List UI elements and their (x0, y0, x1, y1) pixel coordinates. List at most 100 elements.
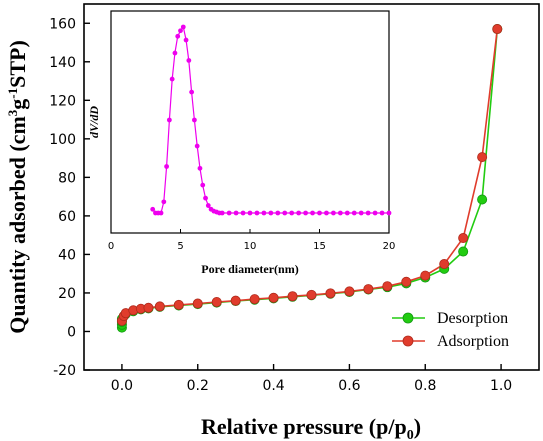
data-point-adsorption (268, 292, 279, 303)
inset-data-point (178, 28, 183, 34)
data-point-adsorption (143, 302, 154, 313)
main-x-tick-label: 0.2 (187, 378, 209, 394)
legend-marker-desorption (402, 312, 414, 324)
inset-data-point (331, 210, 336, 216)
inset-data-point (192, 117, 197, 123)
data-point-adsorption (306, 289, 317, 300)
inset-data-point (317, 210, 322, 216)
inset-series-group (150, 24, 392, 216)
inset-data-point (172, 50, 178, 56)
main-y-tick-label: 60 (58, 209, 76, 225)
main-y-tick-label: 100 (49, 132, 76, 148)
inset-x-tick-label: 5 (177, 241, 183, 252)
inset-data-point (203, 195, 208, 201)
inset-data-point (197, 165, 203, 171)
inset-x-axis-title: Pore diameter(nm) (201, 262, 298, 276)
main-x-ticks: 0.0 0.2 0.4 0.6 0.8 1.0 (111, 364, 512, 394)
main-y-tick-label: 140 (49, 55, 76, 71)
inset-data-point (175, 33, 181, 39)
inset-data-point (186, 58, 192, 63)
inset-x-tick-label: 10 (244, 241, 257, 252)
inset-data-point (200, 182, 206, 188)
data-point-adsorption (458, 233, 469, 244)
data-point-adsorption (492, 24, 503, 35)
inset-data-point (240, 210, 246, 216)
inset-y-axis-title: dV/dD (87, 106, 101, 138)
inset-data-point (194, 143, 200, 149)
inset-plot-frame (110, 10, 390, 234)
data-point-adsorption (154, 301, 165, 312)
inset-data-point (268, 210, 274, 216)
data-point-adsorption (439, 259, 450, 270)
inset-data-point (164, 164, 170, 169)
main-y-axis-title: Quantity adsorbed (cm3g-1STP) (5, 40, 30, 334)
data-point-adsorption (363, 284, 374, 295)
data-point-adsorption (401, 276, 412, 287)
inset-data-point (183, 37, 189, 43)
inset-data-point (310, 210, 315, 216)
inset-data-point (180, 24, 186, 30)
data-point-adsorption (287, 291, 298, 302)
main-x-tick-label: 0.6 (338, 378, 360, 394)
main-y-tick-label: 120 (49, 93, 76, 109)
data-point-adsorption (192, 298, 203, 309)
data-point-adsorption (173, 299, 184, 310)
inset-data-point (365, 210, 371, 216)
main-x-axis-title: Relative pressure (p/p0) (201, 414, 421, 441)
inset-data-point (372, 210, 378, 216)
main-x-tick-label: 0.0 (111, 378, 133, 394)
inset-data-point (275, 210, 281, 216)
legend-label-desorption: Desorption (437, 310, 508, 327)
data-point-adsorption (230, 295, 241, 306)
inset-data-point (150, 206, 156, 212)
main-y-tick-label: 0 (67, 324, 76, 340)
inset-data-point (189, 89, 195, 95)
inset-x-ticks: 0 5 10 15 20 (108, 229, 396, 252)
inset-data-point (379, 210, 385, 216)
main-series-group (116, 24, 503, 333)
inset-data-point (303, 210, 308, 216)
main-y-tick-label: 160 (49, 16, 76, 32)
inset-data-point (161, 199, 167, 205)
data-point-desorption (458, 246, 469, 257)
main-x-tick-label: 1.0 (490, 378, 512, 394)
inset-data-point (344, 210, 350, 216)
inset-x-tick-label: 15 (313, 241, 326, 252)
inset-data-point (289, 210, 295, 216)
main-x-tick-label: 0.4 (262, 378, 284, 394)
data-point-adsorption (344, 286, 355, 297)
inset-data-point (166, 117, 172, 123)
main-y-ticks: -20 0 20 40 60 80 100 120 140 160 (49, 16, 90, 379)
inset-x-tick-label: 0 (108, 241, 114, 252)
main-plot-frame (83, 3, 540, 371)
inset-data-point (351, 210, 357, 216)
inset-data-point (226, 210, 232, 216)
data-point-adsorption (249, 294, 260, 305)
main-y-tick-label: 20 (58, 286, 76, 302)
inset-data-point (219, 210, 225, 216)
inset-data-point (233, 210, 239, 216)
main-y-tick-label: 40 (58, 247, 76, 263)
inset-data-point (296, 210, 302, 216)
inset-data-point (324, 210, 329, 216)
inset-data-point (158, 210, 164, 216)
data-point-adsorption (477, 152, 488, 163)
data-point-adsorption (382, 281, 393, 292)
data-point-adsorption (325, 288, 336, 299)
inset-data-point (358, 210, 364, 216)
inset-data-point (282, 210, 288, 216)
inset-data-point (386, 210, 392, 216)
inset-x-tick-label: 20 (383, 241, 396, 252)
legend-marker-adsorption (402, 335, 414, 347)
data-point-adsorption (211, 297, 222, 308)
inset-data-point (205, 203, 211, 208)
main-x-tick-label: 0.8 (414, 378, 436, 394)
data-point-desorption (477, 194, 488, 205)
inset-data-point (169, 76, 175, 82)
main-y-tick-label: 80 (58, 170, 76, 186)
legend-label-adsorption: Adsorption (437, 333, 509, 350)
main-y-tick-label: -20 (53, 363, 76, 379)
inset-data-point (261, 210, 267, 216)
legend: Desorption Adsorption (392, 310, 509, 350)
